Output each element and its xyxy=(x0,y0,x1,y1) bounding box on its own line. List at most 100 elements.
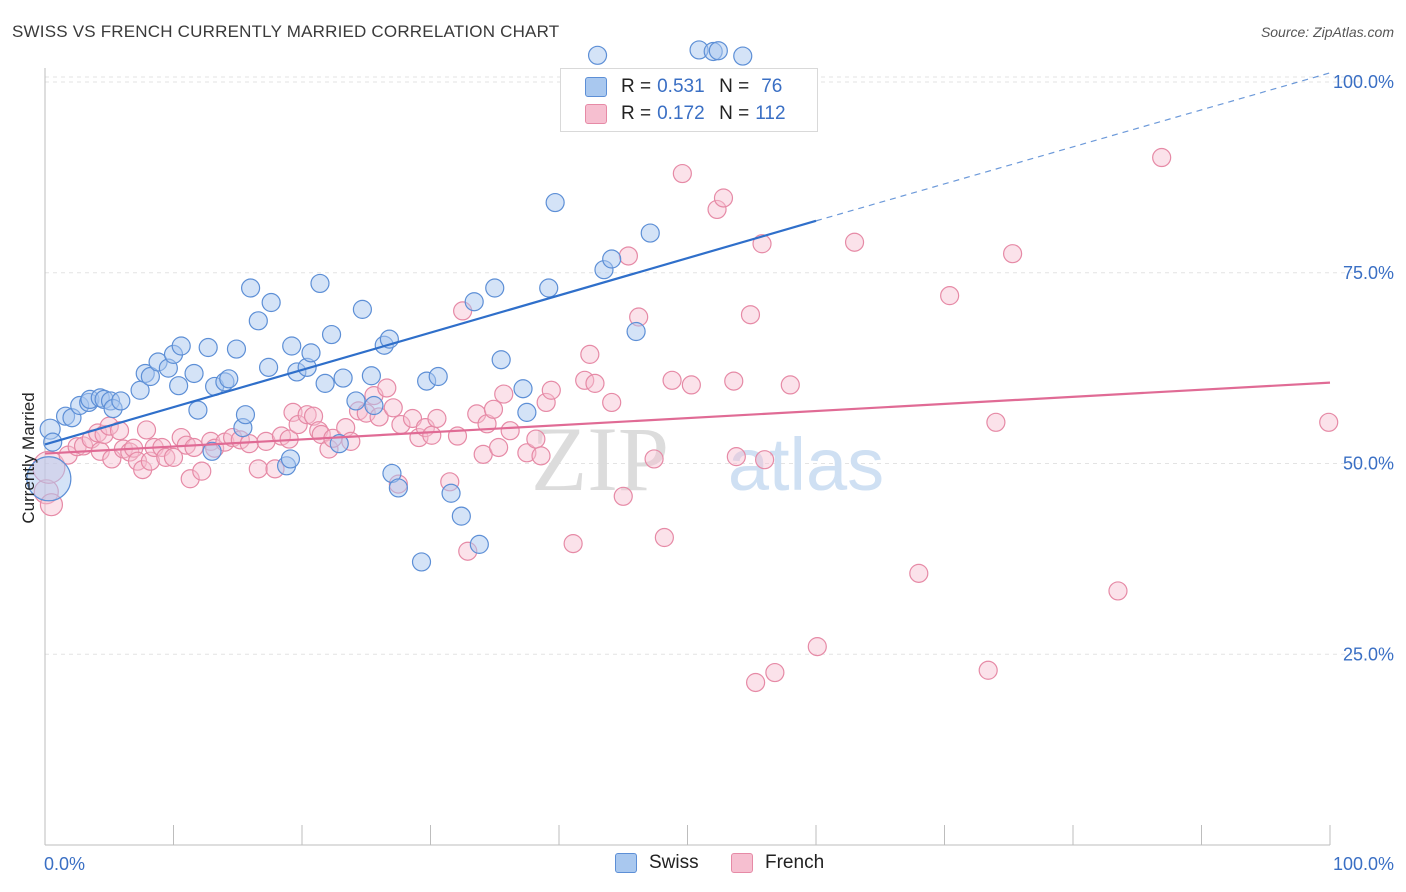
swiss-swatch xyxy=(585,77,607,97)
swiss-point xyxy=(111,391,131,411)
legend-r-label: R = xyxy=(621,76,652,97)
legend-n-label: N = xyxy=(719,103,750,124)
french-point xyxy=(1108,581,1128,601)
french-point xyxy=(1003,244,1023,264)
french-points xyxy=(32,147,1339,693)
french-point xyxy=(602,392,622,413)
french-point xyxy=(536,392,556,413)
x-tick-label: 100.0% xyxy=(1333,854,1394,874)
swiss-point xyxy=(184,363,204,384)
french-point xyxy=(422,425,442,445)
chart-title: SWISS VS FRENCH CURRENTLY MARRIED CORREL… xyxy=(12,22,560,41)
bottom-legend-french[interactable]: French xyxy=(731,852,824,874)
y-tick-label: 100.0% xyxy=(1333,72,1394,92)
swiss-point xyxy=(587,45,608,65)
swiss-trendline-extension xyxy=(815,72,1331,222)
french-point xyxy=(517,443,537,463)
legend-row-swiss: R = 0.531 N = 76 xyxy=(585,74,782,100)
swiss-point xyxy=(640,223,660,243)
y-tick-label: 75.0% xyxy=(1343,263,1394,283)
french-point xyxy=(427,408,447,429)
swiss-point xyxy=(388,478,408,498)
french-point xyxy=(807,637,827,657)
french-point xyxy=(765,662,785,683)
french-point xyxy=(681,375,701,395)
swiss-point xyxy=(346,391,366,411)
swiss-point xyxy=(329,434,349,454)
french-point xyxy=(184,437,204,458)
french-swatch xyxy=(731,853,753,873)
swiss-point xyxy=(361,366,381,386)
swiss-point xyxy=(282,336,302,356)
swiss-point xyxy=(280,449,301,469)
french-point xyxy=(909,563,929,583)
french-point xyxy=(303,406,324,426)
swiss-point xyxy=(235,405,256,425)
french-point xyxy=(1319,412,1339,432)
french-point xyxy=(526,429,546,449)
swiss-point xyxy=(428,366,448,387)
french-swatch xyxy=(585,104,607,124)
french-point xyxy=(662,370,682,390)
bottom-legend-swiss[interactable]: Swiss xyxy=(615,852,699,874)
swiss-point xyxy=(171,336,191,356)
french-point xyxy=(746,672,766,693)
french-point xyxy=(383,398,403,418)
swiss-point xyxy=(539,278,559,298)
swiss-point xyxy=(451,506,471,526)
swiss-point xyxy=(545,192,565,213)
legend-french-r: 0.172 xyxy=(657,103,705,124)
french-point xyxy=(726,447,746,467)
french-point xyxy=(707,199,727,220)
legend-french-n: 112 xyxy=(755,103,786,124)
swiss-point xyxy=(602,249,622,269)
y-tick-label: 50.0% xyxy=(1343,454,1394,474)
french-point xyxy=(483,399,504,419)
swiss-point xyxy=(513,379,533,399)
french-point xyxy=(377,378,397,398)
french-point xyxy=(724,371,744,391)
swiss-point xyxy=(491,350,511,370)
axes xyxy=(44,68,1331,846)
swiss-point xyxy=(517,402,537,422)
swiss-point xyxy=(301,343,321,363)
x-tick-label: 0.0% xyxy=(44,854,85,874)
french-point xyxy=(563,534,583,554)
french-point xyxy=(754,450,775,470)
french-point xyxy=(297,405,317,425)
bottom-legend-french-label: French xyxy=(765,852,825,873)
swiss-point xyxy=(411,552,432,572)
french-point xyxy=(1152,147,1172,168)
bottom-legend-swiss-label: Swiss xyxy=(649,852,699,873)
swiss-point xyxy=(364,395,384,416)
swiss-point xyxy=(485,278,505,298)
swiss-point xyxy=(310,273,330,294)
swiss-point xyxy=(626,321,646,342)
swiss-point xyxy=(469,534,489,554)
french-point xyxy=(541,380,561,400)
swiss-point xyxy=(261,292,281,313)
watermark: ZIP atlas xyxy=(531,408,884,510)
french-point xyxy=(752,234,772,254)
french-point xyxy=(283,402,303,422)
swiss-point xyxy=(169,376,189,396)
french-point xyxy=(531,446,551,466)
legend: R = 0.531 N = 76 R = 0.172 N = 112 xyxy=(560,68,818,132)
french-point xyxy=(780,375,800,395)
swiss-point xyxy=(352,299,372,319)
french-point xyxy=(986,412,1006,432)
swiss-point xyxy=(258,357,279,377)
french-point xyxy=(156,447,176,467)
y-axis-label: Currently Married xyxy=(19,392,38,523)
french-point xyxy=(163,447,184,467)
swiss-point xyxy=(321,324,342,345)
y-tick-label: 25.0% xyxy=(1343,644,1394,664)
swiss-point xyxy=(733,46,753,66)
legend-swiss-r: 0.531 xyxy=(657,76,705,97)
swiss-point xyxy=(464,292,484,312)
legend-swiss-n: 76 xyxy=(761,76,783,97)
french-point xyxy=(136,420,157,440)
swiss-point xyxy=(226,339,247,359)
swiss-point xyxy=(219,369,239,389)
french-point xyxy=(613,486,633,506)
